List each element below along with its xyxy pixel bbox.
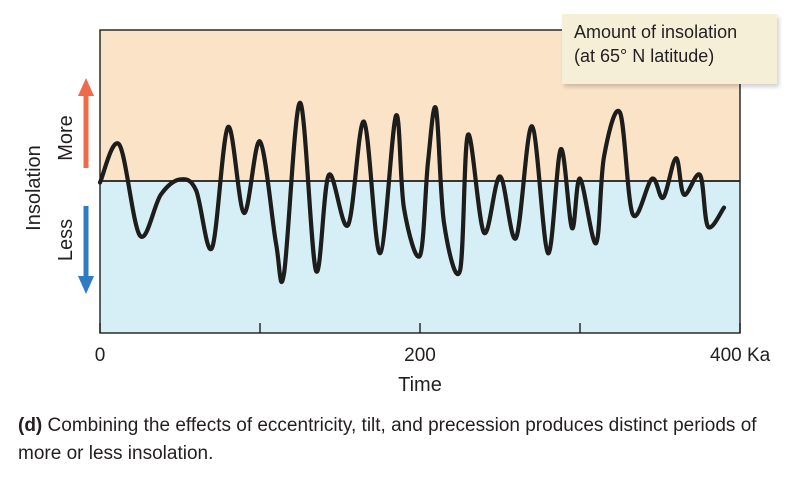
less-indicator: Less [55,206,94,294]
y-axis-label: Insolation [23,145,45,231]
caption-text: Combining the effects of eccentricity, t… [18,415,757,464]
figure-caption: (d) Combining the effects of eccentricit… [18,412,778,468]
caption-label: (d) [18,415,43,436]
more-indicator: More [55,78,94,168]
down-arrow-head-icon [78,276,94,294]
more-label: More [55,115,77,161]
x-axis-label: Time [398,374,442,396]
x-tick-label-200: 200 [404,345,436,366]
legend-line-2: (at 65° N latitude) [574,46,715,66]
legend-line-1: Amount of insolation [574,22,738,42]
less-label: Less [55,219,77,261]
x-axis-tick-labels: 0 200 400 Ka [95,345,771,366]
insolation-series-line [97,100,727,284]
up-arrow-head-icon [78,78,94,96]
x-tick-label-400: 400 Ka [710,345,771,366]
x-tick-label-0: 0 [95,345,106,366]
x-axis-ticks [99,323,741,333]
legend-box: Amount of insolation (at 65° N latitude) [562,14,777,84]
